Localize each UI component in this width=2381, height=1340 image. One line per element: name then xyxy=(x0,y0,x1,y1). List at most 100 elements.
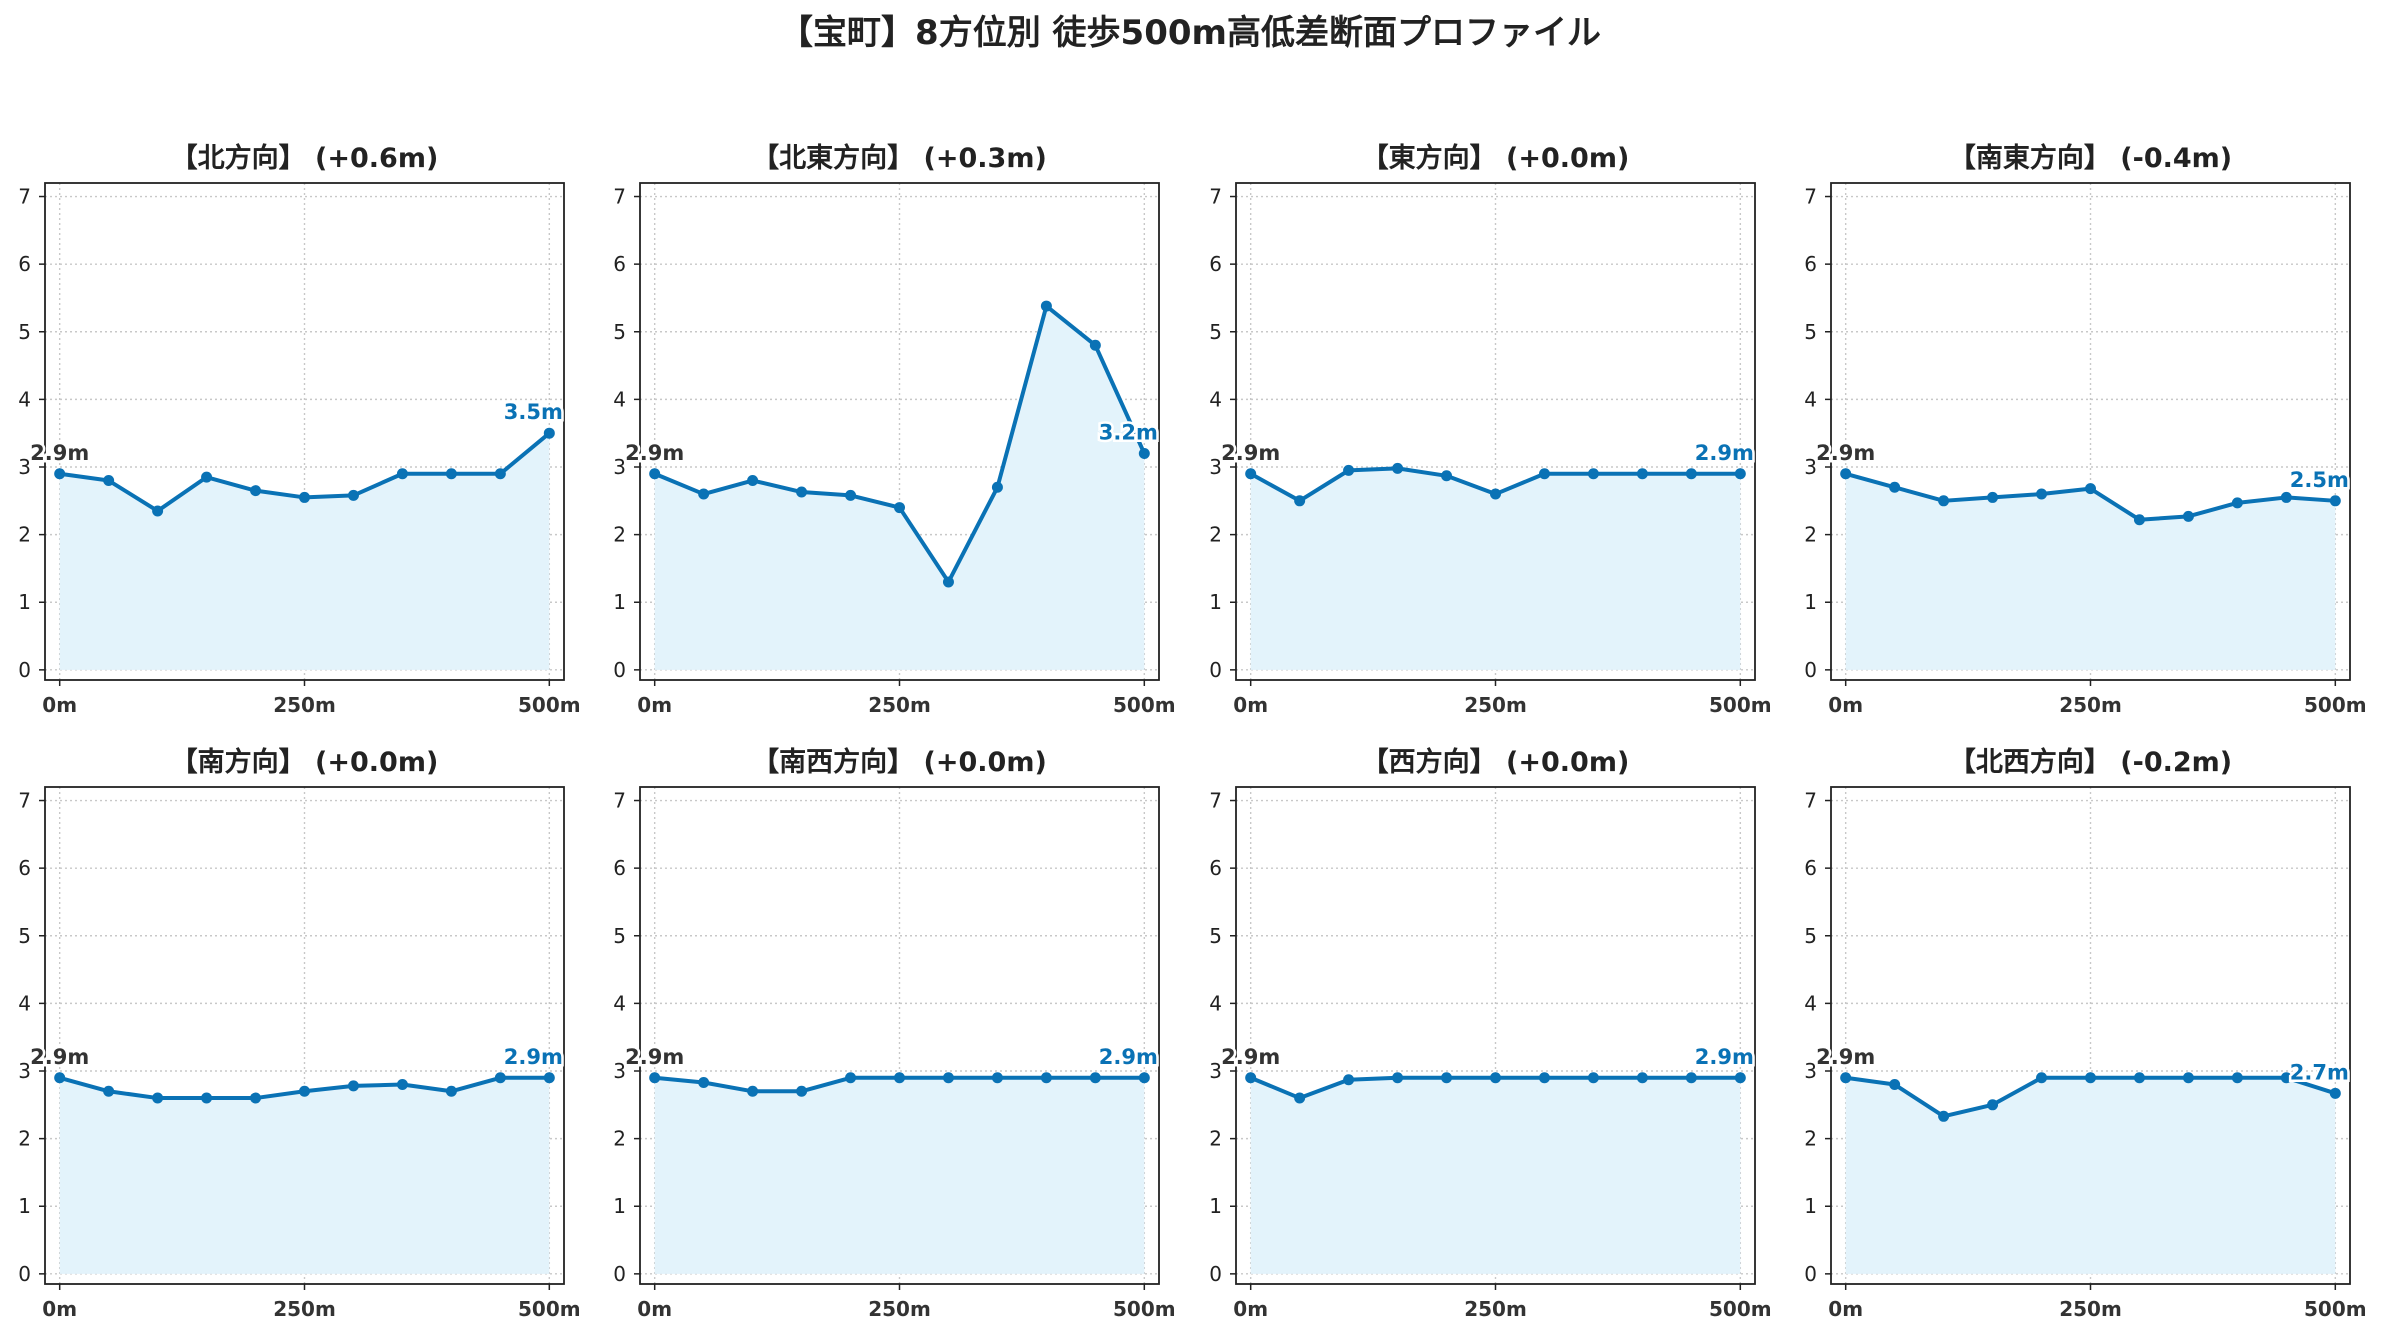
data-point xyxy=(1938,495,1950,507)
data-point xyxy=(991,1072,1003,1084)
y-tick-label: 2 xyxy=(1804,1127,1817,1151)
x-tick-label: 250m xyxy=(273,693,336,717)
y-tick-label: 3 xyxy=(1209,1059,1222,1083)
end-elevation-label: 3.5m xyxy=(504,400,563,424)
x-tick-label: 0m xyxy=(42,1297,77,1321)
y-tick-label: 5 xyxy=(1804,924,1817,948)
data-point xyxy=(1490,1072,1501,1084)
data-point xyxy=(796,1085,808,1097)
y-tick-label: 3 xyxy=(1804,1059,1817,1083)
panel-title: 【西方向】 (+0.0m) xyxy=(1362,746,1630,778)
y-tick-label: 5 xyxy=(1209,924,1222,948)
y-tick-label: 6 xyxy=(1804,252,1817,276)
y-tick-label: 1 xyxy=(1209,1194,1222,1218)
x-tick-label: 500m xyxy=(2304,693,2367,717)
x-tick-label: 250m xyxy=(1464,693,1527,717)
data-point xyxy=(991,481,1003,493)
data-point xyxy=(2036,1072,2048,1084)
elevation-panel: 【南方向】 (+0.0m) 0 1 2 3 4 5 6 7 0m 250m 500m 2.9m 2.9m xyxy=(18,746,580,1321)
y-tick-label: 0 xyxy=(1804,1262,1817,1286)
x-tick-label: 500m xyxy=(1113,1297,1176,1321)
data-point xyxy=(201,471,213,483)
elevation-panel: 【北西方向】 (-0.2m) 0 1 2 3 4 5 6 7 0m 250m 500m 2.9m 2.7m xyxy=(1804,746,2366,1321)
x-tick-label: 500m xyxy=(1709,693,1772,717)
elevation-area xyxy=(1845,473,2336,670)
data-point xyxy=(1040,300,1052,312)
data-point xyxy=(1138,1072,1150,1084)
elevation-panel: 【北方向】 (+0.6m) 0 1 2 3 4 5 6 7 0m 250m 500m 2.9m 3.5m xyxy=(18,142,580,717)
elevation-area xyxy=(59,1077,550,1274)
data-point xyxy=(698,488,710,500)
data-point xyxy=(845,489,857,501)
y-tick-label: 0 xyxy=(18,1262,31,1286)
data-point xyxy=(1490,488,1501,500)
data-point xyxy=(250,1092,262,1104)
data-point xyxy=(1294,495,1306,507)
data-point xyxy=(1840,1072,1852,1084)
data-point xyxy=(796,486,808,498)
data-point xyxy=(2182,1072,2194,1084)
end-elevation-label: 2.9m xyxy=(1099,1045,1158,1069)
y-tick-label: 1 xyxy=(1804,590,1817,614)
y-tick-label: 2 xyxy=(613,1127,626,1151)
y-tick-label: 2 xyxy=(613,523,626,547)
data-point xyxy=(494,1072,506,1084)
data-point xyxy=(347,1080,359,1092)
end-elevation-label: 2.9m xyxy=(504,1045,563,1069)
data-point xyxy=(894,502,905,514)
elevation-area xyxy=(59,433,550,670)
panel-title: 【南東方向】 (-0.4m) xyxy=(1949,142,2232,174)
panel-title: 【東方向】 (+0.0m) xyxy=(1362,142,1630,174)
data-point xyxy=(2231,1072,2243,1084)
data-point xyxy=(698,1076,710,1088)
x-tick-label: 250m xyxy=(868,1297,931,1321)
y-tick-label: 0 xyxy=(1209,658,1222,682)
elevation-area xyxy=(654,1077,1145,1274)
data-point xyxy=(1089,1072,1101,1084)
y-tick-label: 7 xyxy=(18,789,31,813)
y-tick-label: 5 xyxy=(1804,320,1817,344)
y-tick-label: 1 xyxy=(613,590,626,614)
data-point xyxy=(1245,468,1257,480)
elevation-area xyxy=(1250,468,1741,670)
y-tick-label: 5 xyxy=(613,320,626,344)
data-point xyxy=(1587,1072,1599,1084)
y-tick-label: 7 xyxy=(613,185,626,209)
y-tick-label: 7 xyxy=(1804,789,1817,813)
data-point xyxy=(1538,468,1550,480)
data-point xyxy=(942,576,954,588)
panel-title: 【南西方向】 (+0.0m) xyxy=(752,746,1047,778)
y-tick-label: 3 xyxy=(1804,455,1817,479)
data-point xyxy=(1343,1074,1355,1086)
data-point xyxy=(1587,468,1599,480)
x-tick-label: 0m xyxy=(637,1297,672,1321)
start-elevation-label: 2.9m xyxy=(1816,1045,1875,1069)
data-point xyxy=(1889,481,1901,493)
data-point xyxy=(2036,488,2048,500)
x-tick-label: 500m xyxy=(518,693,581,717)
data-point xyxy=(2280,1072,2292,1084)
y-tick-label: 6 xyxy=(613,252,626,276)
elevation-panel: 【東方向】 (+0.0m) 0 1 2 3 4 5 6 7 0m 250m 500m 2.9m 2.9m xyxy=(1209,142,1771,717)
y-tick-label: 2 xyxy=(18,1127,31,1151)
data-point xyxy=(2280,491,2292,503)
data-point xyxy=(103,475,115,487)
x-tick-label: 0m xyxy=(637,693,672,717)
y-tick-label: 6 xyxy=(18,856,31,880)
data-point xyxy=(942,1072,954,1084)
y-tick-label: 5 xyxy=(18,924,31,948)
data-point xyxy=(299,491,310,503)
y-tick-label: 2 xyxy=(18,523,31,547)
data-point xyxy=(1441,470,1453,482)
y-tick-label: 0 xyxy=(613,658,626,682)
start-elevation-label: 2.9m xyxy=(625,1045,684,1069)
x-tick-label: 500m xyxy=(1113,693,1176,717)
data-point xyxy=(2133,514,2145,526)
y-tick-label: 4 xyxy=(1209,991,1222,1015)
panel-title: 【南方向】 (+0.0m) xyxy=(171,746,439,778)
y-tick-label: 4 xyxy=(613,991,626,1015)
start-elevation-label: 2.9m xyxy=(1816,441,1875,465)
data-point xyxy=(1685,1072,1697,1084)
data-point xyxy=(1734,1072,1746,1084)
data-point xyxy=(1441,1072,1453,1084)
